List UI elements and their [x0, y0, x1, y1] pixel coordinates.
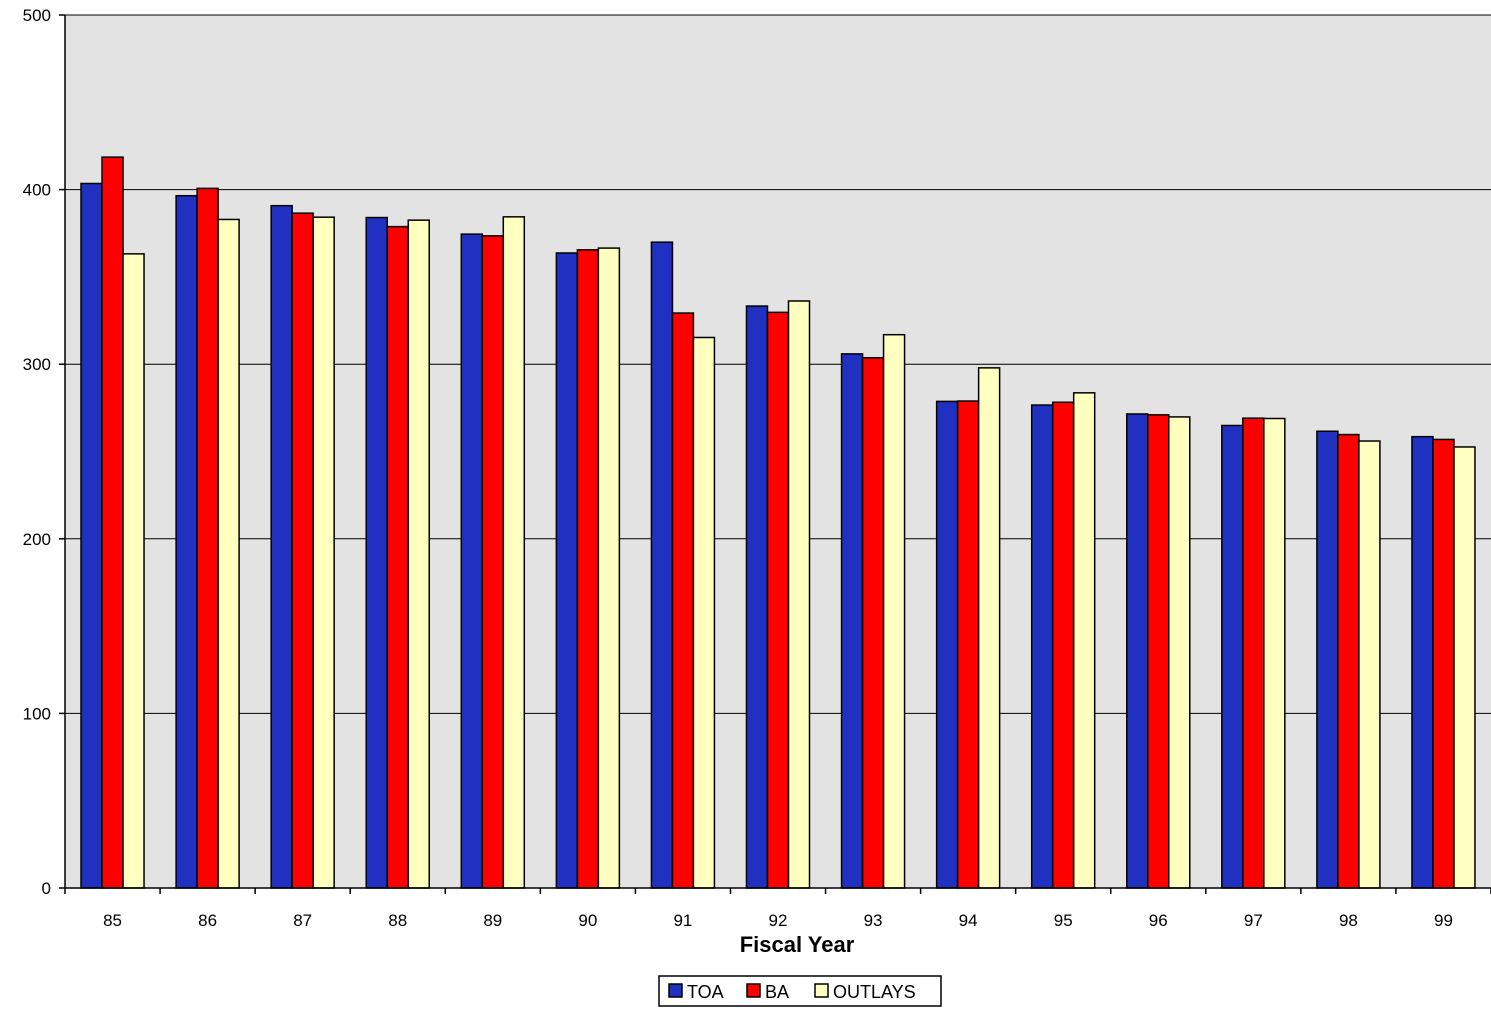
- x-tick-label: 92: [769, 911, 788, 930]
- y-tick-label: 500: [23, 6, 51, 25]
- x-axis-ticks: 85 86 87 88 89 90 91 92 93 94 95 96 97 98 99: [64, 888, 1491, 930]
- legend-label-toa: TOA: [687, 982, 724, 1002]
- x-tick-label: 87: [293, 911, 312, 930]
- bar-ba-87: [291, 212, 314, 889]
- bar-toa-87: [270, 204, 293, 889]
- bar-ba-86: [196, 187, 219, 889]
- bar-outlays-85: [122, 253, 145, 889]
- x-tick-label: 97: [1244, 911, 1263, 930]
- bar-outlays-97: [1263, 417, 1286, 889]
- bar-toa-89: [460, 233, 484, 889]
- bar-toa-91: [650, 241, 674, 889]
- legend-swatch-toa: [668, 983, 683, 998]
- bar-toa-93: [840, 353, 864, 889]
- legend: TOA BA OUTLAYS: [658, 975, 942, 1007]
- bar-ba-98: [1337, 433, 1360, 889]
- bar-ba-99: [1432, 438, 1455, 889]
- bar-outlays-94: [977, 367, 1001, 889]
- bar-outlays-90: [597, 247, 621, 889]
- x-tick-label: 96: [1149, 911, 1168, 930]
- y-tick-label: 200: [23, 530, 51, 549]
- x-tick-label: 91: [673, 911, 692, 930]
- legend-swatch-outlays: [814, 983, 829, 998]
- bar-ba-95: [1051, 401, 1075, 889]
- bar-ba-92: [766, 311, 790, 889]
- bar-ba-89: [481, 235, 505, 889]
- x-tick-label: 94: [959, 911, 978, 930]
- bar-outlays-88: [407, 219, 430, 889]
- bar-toa-85: [80, 182, 103, 889]
- bar-ba-96: [1147, 414, 1170, 889]
- bar-ba-93: [861, 356, 885, 889]
- bar-toa-95: [1030, 404, 1054, 889]
- bar-toa-96: [1126, 413, 1149, 889]
- legend-swatch-ba: [746, 983, 761, 998]
- legend-label-outlays: OUTLAYS: [833, 982, 916, 1002]
- bar-ba-85: [101, 156, 124, 889]
- bar-toa-88: [365, 216, 388, 889]
- x-tick-label: 85: [103, 911, 122, 930]
- bar-ba-91: [671, 312, 695, 889]
- bar-toa-97: [1221, 424, 1244, 889]
- bar-outlays-86: [217, 218, 240, 889]
- bar-ba-97: [1242, 417, 1265, 889]
- x-tick-label: 95: [1054, 911, 1073, 930]
- x-axis-title: Fiscal Year: [740, 932, 855, 957]
- bar-outlays-99: [1453, 446, 1476, 889]
- bars: [80, 156, 1476, 889]
- y-axis-ticks: 0 100 200 300 400 500: [23, 6, 65, 898]
- y-tick-label: 0: [42, 879, 51, 898]
- bar-toa-86: [175, 194, 198, 889]
- bar-ba-88: [386, 225, 409, 889]
- y-tick-label: 100: [23, 704, 51, 723]
- bar-toa-94: [935, 400, 959, 889]
- legend-label-ba: BA: [765, 982, 789, 1002]
- bar-outlays-91: [692, 336, 716, 889]
- x-tick-label: 88: [388, 911, 407, 930]
- bar-outlays-95: [1072, 392, 1096, 889]
- x-tick-label: 89: [483, 911, 502, 930]
- x-tick-label: 93: [864, 911, 883, 930]
- bar-toa-92: [745, 305, 769, 889]
- bar-outlays-92: [787, 300, 811, 889]
- y-tick-label: 300: [23, 355, 51, 374]
- bar-outlays-87: [312, 216, 335, 889]
- bar-toa-90: [555, 252, 579, 889]
- y-tick-label: 400: [23, 181, 51, 200]
- x-tick-label: 86: [198, 911, 217, 930]
- bar-outlays-89: [502, 216, 526, 889]
- bar-outlays-93: [882, 333, 906, 889]
- x-tick-label: 98: [1339, 911, 1358, 930]
- bar-outlays-98: [1358, 440, 1381, 889]
- bar-outlays-96: [1168, 416, 1191, 889]
- legend-box: [658, 975, 942, 1007]
- bar-ba-94: [956, 400, 980, 889]
- x-tick-label: 90: [578, 911, 597, 930]
- bar-toa-99: [1411, 435, 1434, 889]
- bar-ba-90: [576, 249, 600, 889]
- x-tick-label: 99: [1434, 911, 1453, 930]
- bar-toa-98: [1316, 430, 1339, 889]
